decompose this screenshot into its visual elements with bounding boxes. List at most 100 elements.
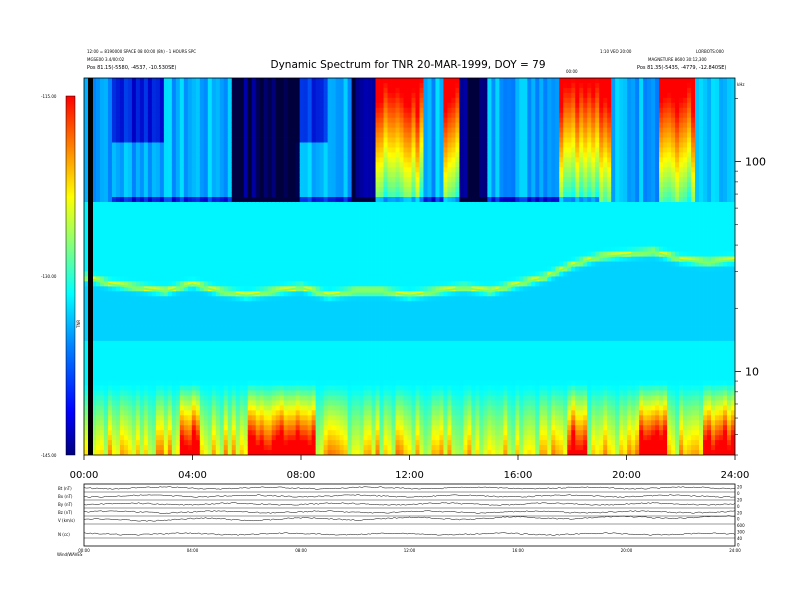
- spectrogram-cell: [91, 197, 97, 203]
- spectrogram-cell: [91, 167, 97, 173]
- spectrogram-cell: [159, 405, 165, 411]
- spectrogram-cell: [127, 316, 133, 322]
- spectrogram-cell: [215, 206, 221, 213]
- spectrogram-cell: [187, 211, 193, 218]
- spectrogram-cell: [339, 266, 344, 272]
- spectrogram-cell: [235, 256, 241, 262]
- spectrogram-cell: [319, 425, 325, 431]
- spectrogram-cell: [127, 152, 133, 158]
- spectrogram-cell: [303, 162, 309, 168]
- spectrogram-cell: [335, 202, 340, 208]
- spectrogram-cell: [307, 182, 313, 188]
- spectrogram-cell: [303, 127, 309, 133]
- spectrogram-cell: [179, 370, 185, 377]
- spectrogram-cell: [183, 415, 189, 421]
- spectrogram-cell: [339, 231, 344, 238]
- spectrogram-cell: [103, 192, 109, 198]
- spectrogram-cell: [107, 321, 113, 327]
- spectrogram-cell: [147, 221, 153, 228]
- spectrogram-cell: [263, 246, 269, 253]
- spectrogram-cell: [107, 112, 113, 119]
- spectrogram-cell: [191, 405, 197, 411]
- spectrogram-cell: [331, 78, 337, 84]
- spectrogram-cell: [335, 142, 340, 148]
- spectrogram-cell: [147, 206, 153, 213]
- spectrogram-cell: [143, 117, 149, 124]
- spectrogram-cell: [219, 450, 225, 455]
- spectrogram-cell: [291, 211, 297, 218]
- spectrogram-cell: [243, 450, 249, 455]
- spectrogram-cell: [203, 177, 209, 183]
- spectrogram-cell: [267, 97, 273, 104]
- spectrogram-cell: [103, 311, 109, 317]
- spectrogram-cell: [175, 137, 181, 143]
- spectrogram-cell: [175, 177, 181, 183]
- spectrogram-cell: [175, 420, 181, 426]
- spectrogram-cell: [331, 87, 337, 94]
- spectrogram-cell: [279, 261, 285, 267]
- spectrogram-cell: [287, 301, 293, 307]
- spectrogram-cell: [127, 266, 133, 272]
- spectrogram-cell: [275, 152, 281, 158]
- spectrogram-cell: [195, 450, 201, 455]
- spectrogram-cell: [115, 206, 121, 213]
- spectrogram-cell: [115, 286, 121, 292]
- spectrogram-cell: [231, 177, 237, 183]
- spectrogram-cell: [179, 281, 185, 287]
- spectrogram-cell: [343, 221, 348, 228]
- spectrogram-cell: [203, 211, 209, 218]
- spectrogram-cell: [84, 410, 89, 416]
- spectrogram-cell: [315, 365, 321, 372]
- header-right-line-1: 1:10 VEO 20:00: [600, 49, 632, 54]
- spectrogram-cell: [219, 420, 225, 426]
- spectrogram-cell: [295, 112, 301, 119]
- spectrogram-cell: [223, 340, 229, 347]
- spectrogram-cell: [267, 172, 273, 178]
- spectrogram-cell: [275, 301, 281, 307]
- spectrogram-cell: [199, 251, 205, 257]
- spectrogram-cell: [91, 221, 97, 228]
- spectrogram-cell: [243, 301, 249, 307]
- spectrogram-cell: [223, 380, 229, 386]
- spectrogram-cell: [323, 137, 329, 143]
- spectrogram-cell: [311, 102, 317, 109]
- spectrogram-cell: [323, 142, 329, 148]
- spectrogram-cell: [151, 206, 157, 213]
- spectrogram-cell: [295, 197, 301, 203]
- spectrogram-cell: [323, 390, 329, 396]
- spectrogram-cell: [91, 345, 97, 352]
- spectrogram-cell: [115, 226, 121, 233]
- spectrogram-cell: [255, 142, 261, 148]
- spectrogram-cell: [119, 192, 125, 198]
- spectrogram-cell: [199, 221, 205, 228]
- spectrogram-cell: [147, 78, 153, 84]
- spectrogram-cell: [231, 211, 237, 218]
- spectrogram-cell: [147, 82, 153, 89]
- spectrogram-cell: [275, 256, 281, 262]
- spectrogram-cell: [315, 291, 321, 297]
- spectrogram-cell: [163, 380, 169, 386]
- spectrogram-cell: [339, 301, 344, 307]
- spectrogram-cell: [187, 390, 193, 396]
- spectrogram-cell: [135, 92, 141, 99]
- spectrogram-cell: [135, 385, 141, 391]
- spectrogram-cell: [167, 291, 173, 297]
- spectrogram-cell: [311, 132, 317, 138]
- spectrogram-cell: [151, 385, 157, 391]
- spectrogram-cell: [123, 400, 129, 406]
- spectrogram-cell: [263, 92, 269, 99]
- spectrogram-cell: [191, 375, 197, 381]
- spectrogram-cell: [199, 286, 205, 292]
- spectrogram-cell: [95, 445, 101, 451]
- spectrogram-cell: [247, 340, 253, 347]
- spectrogram-cell: [331, 286, 337, 292]
- spectrogram-cell: [183, 435, 189, 441]
- spectrogram-cell: [151, 301, 157, 307]
- spectrogram-cell: [123, 291, 129, 297]
- spectrogram-cell: [339, 261, 344, 267]
- spectrogram-cell: [203, 102, 209, 109]
- spectrogram-cell: [231, 400, 237, 406]
- spectrogram-cell: [275, 127, 281, 133]
- spectrogram-cell: [243, 340, 249, 347]
- spectrogram-cell: [339, 167, 344, 173]
